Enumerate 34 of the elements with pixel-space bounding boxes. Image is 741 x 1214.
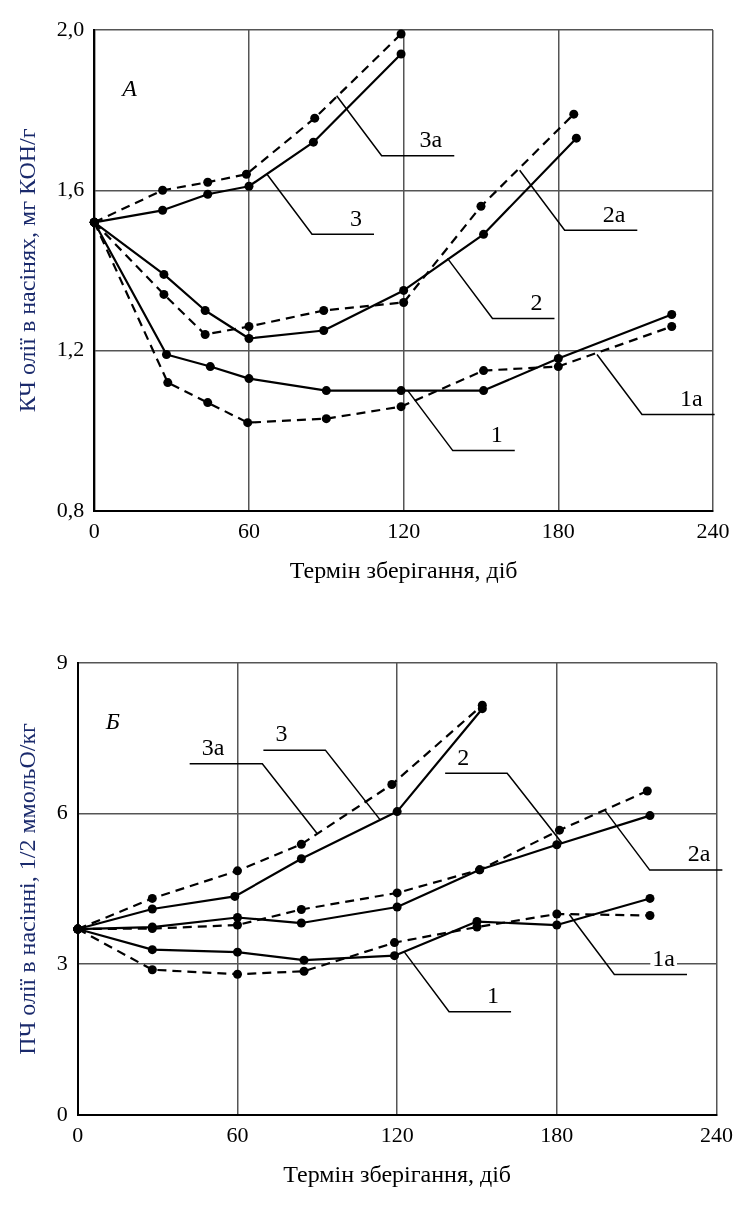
annotation: А bbox=[120, 75, 138, 102]
annotation: 2а bbox=[687, 840, 711, 867]
annotation: 2 bbox=[457, 743, 470, 770]
y-tick-label: 0,8 bbox=[56, 496, 85, 522]
annotation: 3а bbox=[201, 733, 225, 760]
x-axis-title: Термін зберігання, діб bbox=[283, 1160, 512, 1187]
x-tick-label: 120 bbox=[387, 517, 421, 543]
x-tick-label: 60 bbox=[226, 1121, 249, 1147]
y-tick-label: 9 bbox=[56, 648, 68, 674]
x-tick-label: 120 bbox=[380, 1121, 414, 1147]
annotation: 2а bbox=[602, 200, 626, 227]
annotation: 3 bbox=[275, 720, 288, 747]
y-tick-label: 3 bbox=[56, 949, 68, 975]
annotation: 1 bbox=[487, 981, 500, 1008]
annotation: 3 bbox=[350, 204, 363, 231]
x-tick-label: 240 bbox=[700, 1121, 733, 1147]
x-tick-label: 180 bbox=[541, 517, 575, 543]
x-tick-label: 180 bbox=[540, 1121, 574, 1147]
x-tick-label: 240 bbox=[696, 517, 730, 543]
y-tick-label: 6 bbox=[56, 799, 68, 825]
y-tick-label: 1,2 bbox=[56, 336, 85, 362]
x-tick-label: 60 bbox=[237, 517, 260, 543]
y-tick-label: 2,0 bbox=[56, 15, 85, 41]
x-axis-title: Термін зберігання, діб bbox=[289, 556, 518, 583]
annotation: 1 bbox=[490, 420, 503, 447]
y-axis-title: ПЧ олії в насінні, 1/2 ммольО/кг bbox=[13, 722, 40, 1055]
annotation: Б bbox=[104, 708, 120, 735]
annotation: 1а bbox=[652, 944, 676, 971]
annotation: 2 bbox=[530, 288, 543, 315]
annotation: 3а bbox=[419, 126, 443, 153]
y-axis-title: КЧ олії в насінях, мг КОН/г bbox=[13, 128, 40, 413]
y-tick-label: 1,6 bbox=[56, 176, 85, 202]
annotation: 1а bbox=[679, 384, 703, 411]
y-tick-label: 0 bbox=[56, 1100, 68, 1126]
